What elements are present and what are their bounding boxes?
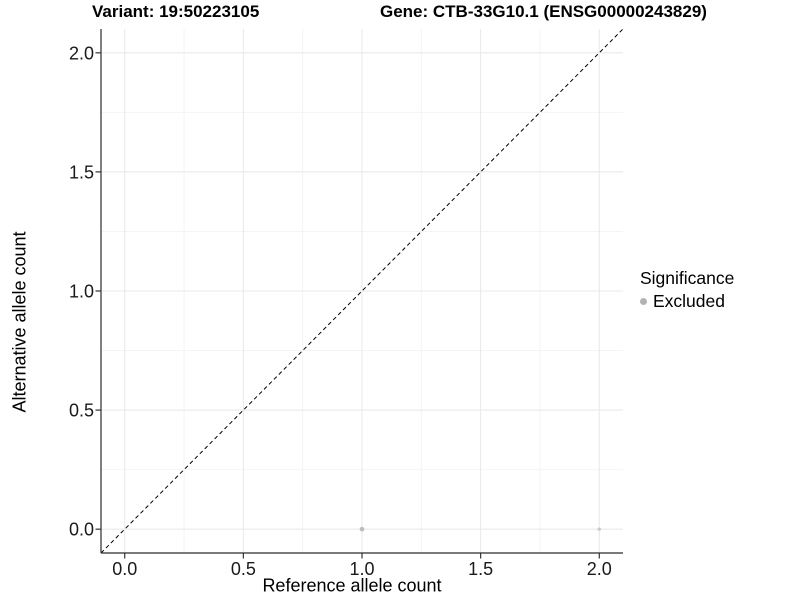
identity-line: [100, 28, 624, 554]
y-tick-label: 2.0: [69, 43, 94, 63]
data-point: [359, 526, 365, 532]
legend-title: Significance: [640, 268, 735, 288]
x-tick-label: 0.0: [112, 559, 137, 579]
x-tick-label: 1.5: [468, 559, 493, 579]
y-tick-label: 0.0: [69, 520, 94, 540]
data-point: [597, 527, 601, 531]
y-tick-label: 1.5: [69, 162, 94, 182]
y-tick-label: 0.5: [69, 401, 94, 421]
variant-title: Variant: 19:50223105: [92, 2, 260, 21]
x-tick-label: 1.0: [349, 559, 374, 579]
y-axis-title: Alternative allele count: [9, 231, 30, 413]
x-tick-label: 2.0: [587, 559, 612, 579]
x-axis-title: Reference allele count: [262, 575, 442, 596]
x-tick-label: 0.5: [231, 559, 256, 579]
gene-title: Gene: CTB-33G10.1 (ENSG00000243829): [380, 2, 707, 21]
excluded-point-icon: [640, 298, 647, 305]
legend: Significance Excluded: [640, 268, 734, 312]
legend-item-label: Excluded: [653, 291, 725, 311]
y-tick-label: 1.0: [69, 282, 94, 302]
legend-item-excluded: Excluded: [640, 291, 734, 312]
